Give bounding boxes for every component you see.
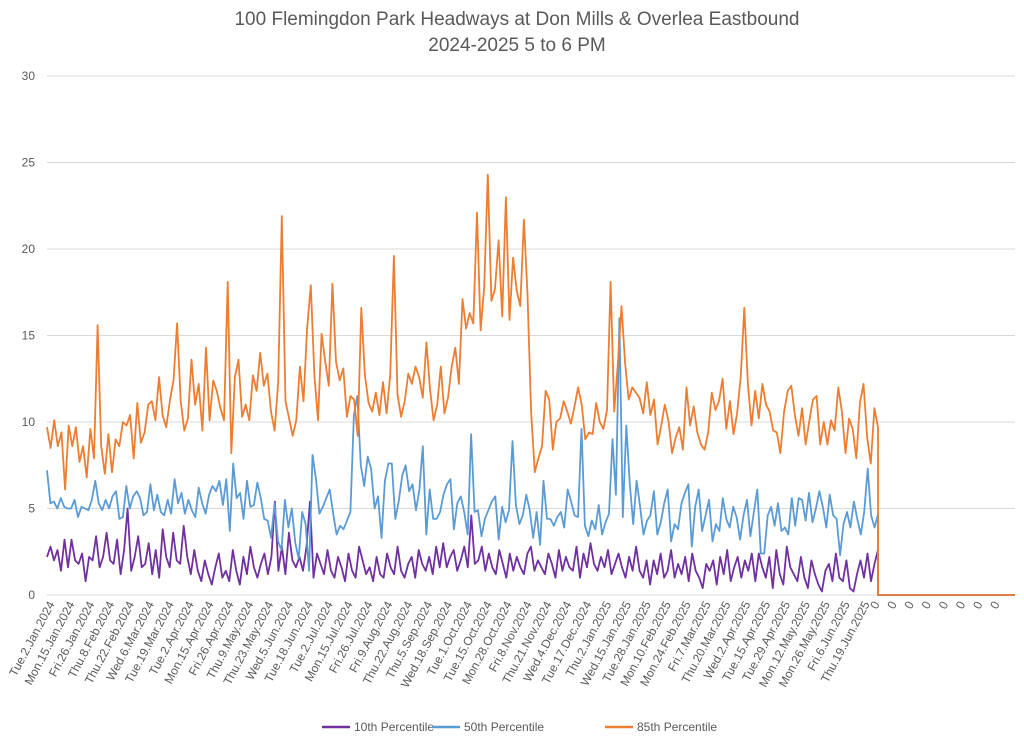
plot-area [46, 173, 1015, 596]
y-tick-label: 5 [28, 502, 35, 516]
x-tick-label: 0 [936, 599, 952, 612]
y-tick-label: 15 [22, 329, 36, 343]
series-line-1 [46, 500, 1015, 596]
series-line-3 [46, 173, 1015, 596]
x-tick-label: 0 [970, 599, 986, 612]
x-axis-ticks: Tue.2.Jan.2024Mon.15.Jan.2024Fri.26.Jan.… [6, 599, 1002, 691]
y-tick-label: 10 [22, 415, 36, 429]
series-line-2 [46, 317, 1015, 596]
y-tick-label: 25 [22, 156, 36, 170]
legend-label: 85th Percentile [637, 720, 717, 734]
legend-label: 10th Percentile [354, 720, 434, 734]
y-tick-label: 30 [22, 69, 36, 83]
y-axis-ticks: 0 5 10 15 20 25 30 [22, 69, 36, 602]
y-tick-label: 20 [22, 242, 36, 256]
x-tick-label: 0 [919, 599, 935, 612]
x-tick-label: 0 [901, 599, 917, 612]
legend: 10th Percentile 50th Percentile 85th Perce… [322, 720, 717, 734]
x-tick-label: 0 [884, 599, 900, 612]
chart-title-line-2: 2024-2025 5 to 6 PM [428, 35, 605, 56]
x-tick-label: 0 [987, 599, 1003, 612]
x-tick-label: 0 [953, 599, 969, 612]
chart-title-line-1: 100 Flemingdon Park Headways at Don Mill… [234, 9, 799, 30]
y-tick-label: 0 [28, 588, 35, 602]
legend-label: 50th Percentile [464, 720, 544, 734]
